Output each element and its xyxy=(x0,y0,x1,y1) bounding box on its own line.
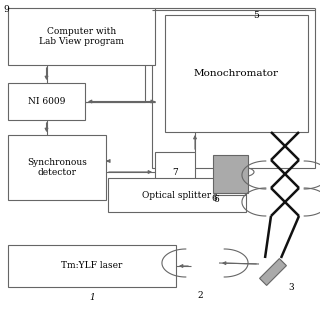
Text: 6: 6 xyxy=(213,195,219,204)
Text: 9: 9 xyxy=(3,5,9,14)
Text: 7: 7 xyxy=(172,167,178,177)
Bar xyxy=(213,155,248,193)
Bar xyxy=(108,178,246,212)
Bar xyxy=(8,83,85,120)
Bar xyxy=(165,15,308,132)
Bar xyxy=(8,245,176,287)
Text: NI 6009: NI 6009 xyxy=(28,97,65,106)
Text: Optical splitter: Optical splitter xyxy=(142,190,212,199)
Bar xyxy=(155,152,195,192)
Text: Synchronous
detector: Synchronous detector xyxy=(27,158,87,177)
Bar xyxy=(8,8,155,65)
Polygon shape xyxy=(260,259,286,285)
Text: 3: 3 xyxy=(288,283,294,292)
Text: 5: 5 xyxy=(253,11,260,20)
Text: 2: 2 xyxy=(197,291,203,300)
Text: Tm:YLF laser: Tm:YLF laser xyxy=(61,261,123,270)
Bar xyxy=(8,135,106,200)
Text: 6: 6 xyxy=(211,194,217,203)
Text: Monochromator: Monochromator xyxy=(194,69,279,78)
Bar xyxy=(152,10,315,168)
Text: Computer with
Lab View program: Computer with Lab View program xyxy=(39,27,124,46)
Text: 1: 1 xyxy=(89,293,95,302)
